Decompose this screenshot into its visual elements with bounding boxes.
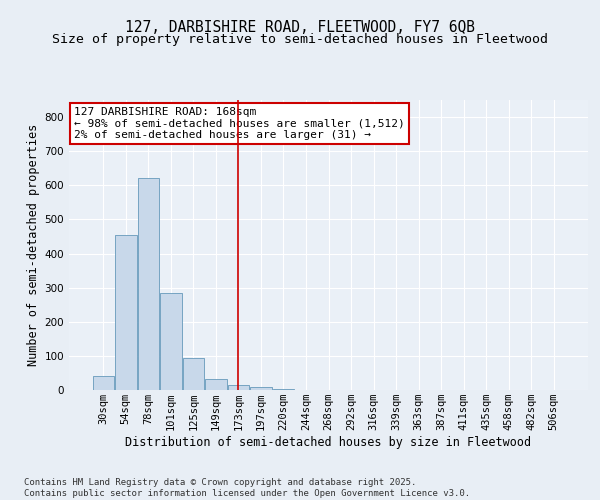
Bar	[137, 178, 159, 390]
Text: Contains HM Land Registry data © Crown copyright and database right 2025.
Contai: Contains HM Land Registry data © Crown c…	[24, 478, 470, 498]
Bar	[160, 293, 182, 390]
X-axis label: Distribution of semi-detached houses by size in Fleetwood: Distribution of semi-detached houses by …	[125, 436, 532, 449]
Bar	[228, 385, 249, 390]
Text: Size of property relative to semi-detached houses in Fleetwood: Size of property relative to semi-detach…	[52, 32, 548, 46]
Bar	[250, 388, 272, 390]
Y-axis label: Number of semi-detached properties: Number of semi-detached properties	[28, 124, 40, 366]
Bar	[115, 235, 137, 390]
Text: 127, DARBISHIRE ROAD, FLEETWOOD, FY7 6QB: 127, DARBISHIRE ROAD, FLEETWOOD, FY7 6QB	[125, 20, 475, 35]
Bar	[92, 376, 114, 390]
Bar	[205, 378, 227, 390]
Text: 127 DARBISHIRE ROAD: 168sqm
← 98% of semi-detached houses are smaller (1,512)
2%: 127 DARBISHIRE ROAD: 168sqm ← 98% of sem…	[74, 108, 405, 140]
Bar	[182, 358, 204, 390]
